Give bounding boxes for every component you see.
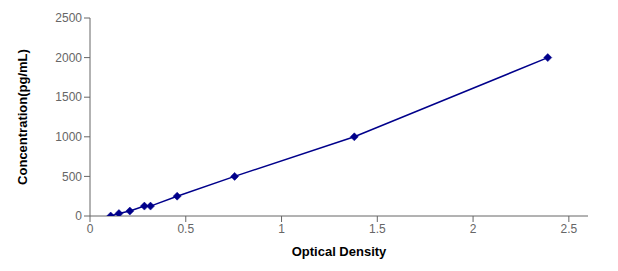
svg-text:1000: 1000 <box>55 130 82 144</box>
svg-text:2000: 2000 <box>55 51 82 65</box>
svg-text:2500: 2500 <box>55 11 82 25</box>
svg-text:1: 1 <box>278 222 285 236</box>
svg-text:0.5: 0.5 <box>177 222 194 236</box>
svg-text:Optical Density: Optical Density <box>292 244 387 259</box>
svg-text:2: 2 <box>470 222 477 236</box>
svg-text:0: 0 <box>87 222 94 236</box>
svg-text:2.5: 2.5 <box>561 222 578 236</box>
svg-text:1500: 1500 <box>55 90 82 104</box>
svg-text:500: 500 <box>62 170 82 184</box>
svg-text:1.5: 1.5 <box>369 222 386 236</box>
svg-text:Concentration(pg/mL): Concentration(pg/mL) <box>15 49 30 185</box>
svg-text:0: 0 <box>75 209 82 223</box>
